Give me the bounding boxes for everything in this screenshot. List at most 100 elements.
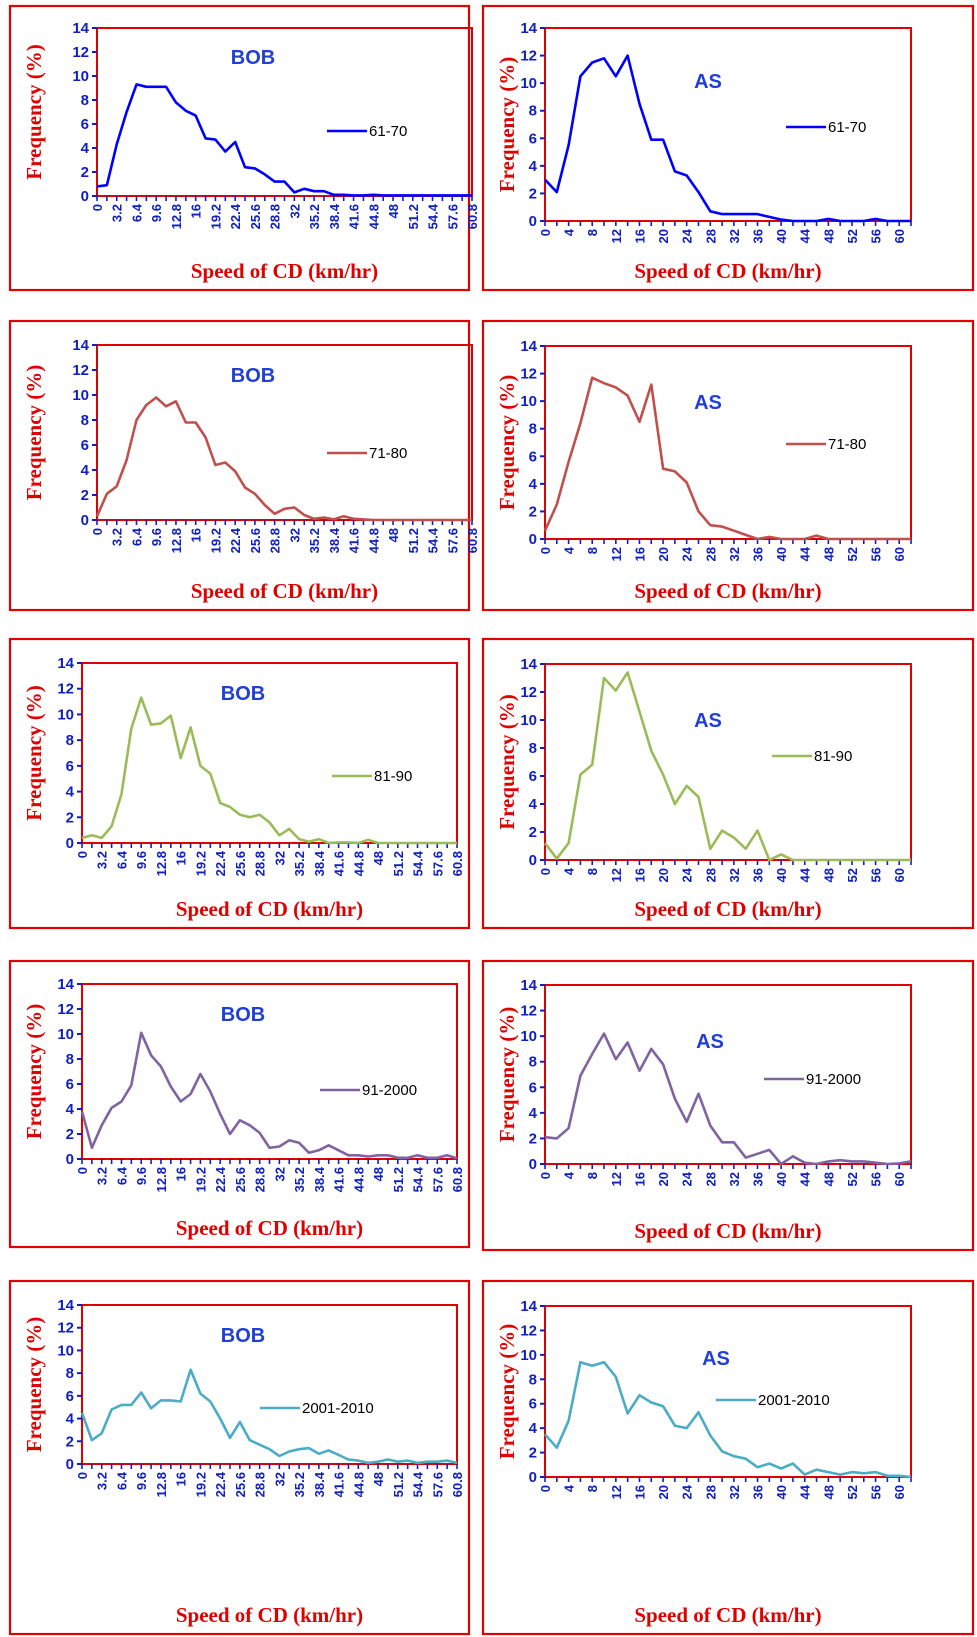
x-tick-label: 44 [798,867,813,882]
x-tick-label: 32 [272,851,287,865]
chart-title: AS [702,1348,730,1370]
x-tick-label: 35.2 [307,528,322,553]
x-tick-label: 60 [892,868,907,882]
y-tick-label: 6 [66,758,74,775]
x-tick-label: 19.2 [193,1167,208,1192]
x-tick-label: 54.4 [426,527,441,553]
chart-panel-3: 0 2 4 6 8 10 12 14 0 3.2 6.4 9.6 12.8 16 19.2 22.4 25.6 2… [8,319,480,612]
y-tick-label: 0 [529,852,537,869]
chart-title: AS [694,71,722,93]
y-tick-label: 2 [529,824,537,841]
y-axis-label: Frequency (%) [495,57,519,193]
panel-frame [481,319,975,612]
x-tick-label: 41.6 [332,1472,347,1497]
y-tick-label: 4 [81,462,90,479]
x-tick-label: 41.6 [347,204,362,229]
x-tick-label: 28 [703,1172,718,1186]
x-tick-label: 9.6 [134,1472,149,1490]
y-tick-label: 2 [529,1130,537,1147]
y-tick-label: 6 [529,130,537,147]
x-tick-label: 36 [751,1485,766,1499]
x-tick-label: 6.4 [114,1471,129,1490]
plot-area [81,1304,458,1465]
y-tick-label: 12 [520,684,537,701]
y-tick-label: 6 [529,1396,537,1413]
y-tick-label: 0 [529,531,537,548]
x-tick-label: 28.8 [253,851,268,876]
y-tick-label: 14 [520,1298,537,1315]
y-tick-label: 0 [81,512,89,529]
x-tick-label: 4 [562,1484,577,1492]
x-tick-label: 0 [538,1172,553,1179]
y-tick-label: 0 [529,1469,537,1486]
y-tick-label: 4 [529,1105,538,1122]
x-tick-label: 24 [680,867,695,882]
legend-label: 81-90 [374,768,412,785]
y-tick-label: 10 [520,1347,537,1364]
series-line [80,1031,458,1160]
y-axis-label: Frequency (%) [22,1004,46,1140]
x-tick-label: 3.2 [110,204,125,222]
x-tick-label: 60 [892,229,907,243]
x-tick-label: 56 [869,229,884,243]
y-tick-label: 2 [66,1126,74,1143]
series-line [95,396,472,522]
panel-frame [8,637,471,930]
y-tick-label: 4 [66,1101,75,1118]
x-tick-label: 32 [272,1167,287,1181]
plot-area [81,662,458,844]
y-tick-label: 0 [81,188,89,205]
x-tick-label: 0 [90,528,105,535]
x-tick-label: 38.4 [312,1166,327,1192]
y-axis-label: Frequency (%) [495,694,519,830]
x-tick-label: 25.6 [233,851,248,876]
x-tick-label: 32 [727,229,742,243]
panel-frame [481,4,975,292]
legend-label: 71-80 [369,445,407,462]
x-tick-label: 32 [727,547,742,561]
x-tick-label: 60 [892,1172,907,1186]
x-tick-label: 12.8 [169,204,184,229]
y-tick-label: 10 [57,1026,74,1043]
series-line [543,671,911,862]
x-tick-label: 16 [189,528,204,542]
y-tick-label: 10 [520,393,537,410]
y-tick-label: 12 [57,1001,74,1018]
y-tick-label: 12 [520,1003,537,1020]
x-tick-label: 0 [538,547,553,554]
x-tick-label: 28.8 [253,1167,268,1192]
y-tick-label: 14 [520,656,537,673]
x-tick-label: 48 [371,851,386,865]
y-tick-label: 8 [529,421,537,438]
x-axis-label: Speed of CD (km/hr) [176,1216,363,1240]
x-tick-label: 51.2 [406,528,421,553]
y-tick-label: 8 [529,1054,537,1071]
series-line [81,696,457,845]
plot-area [544,1305,912,1478]
y-tick-label: 10 [57,1342,74,1359]
y-tick-label: 6 [66,1076,74,1093]
x-tick-label: 4 [562,546,577,554]
x-tick-label: 35.2 [292,1472,307,1497]
y-tick-label: 14 [57,976,74,993]
chart-panel-9: 0 2 4 6 8 10 12 14 0 3.2 6.4 9.6 12.8 16 19.2 22.4 25.6 2… [8,1279,471,1636]
x-tick-label: 57.6 [430,1472,445,1497]
y-tick-label: 10 [520,1028,537,1045]
y-tick-label: 2 [66,809,74,826]
x-tick-label: 20 [656,868,671,882]
x-tick-label: 28 [703,229,718,243]
x-tick-label: 12 [609,1172,624,1186]
x-tick-label: 32 [287,204,302,218]
y-tick-label: 14 [57,1297,74,1314]
x-tick-label: 32 [287,528,302,542]
y-tick-label: 6 [529,1079,537,1096]
x-tick-label: 41.6 [347,528,362,553]
x-tick-label: 48 [821,868,836,882]
x-tick-label: 41.6 [332,1167,347,1192]
x-tick-label: 22.4 [213,1471,228,1497]
x-tick-label: 20 [656,1485,671,1499]
y-tick-label: 2 [529,1445,537,1462]
